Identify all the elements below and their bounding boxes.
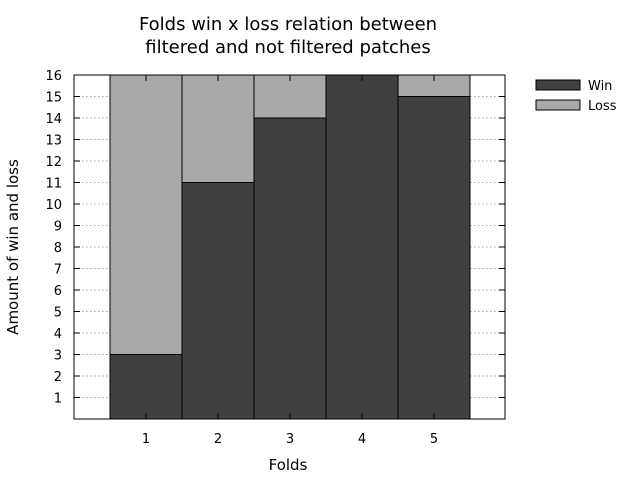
y-tick-label-13: 13 [45,134,62,149]
x-axis: 1 2 3 4 5 [142,75,438,447]
y-tick-label-8: 8 [54,241,62,256]
x-tick-label-4: 4 [358,432,366,447]
bar-win-fold-2 [181,182,255,420]
legend-swatch-win [535,79,581,91]
legend-swatch-loss [535,99,581,111]
bar-win-fold-4 [325,74,399,420]
y-tick-label-16: 16 [45,69,62,84]
legend: Win Loss [535,79,617,114]
y-tick-label-2: 2 [54,370,62,385]
y-tick-label-1: 1 [54,392,62,407]
y-tick-label-3: 3 [54,349,62,364]
y-tick-label-6: 6 [54,284,62,299]
x-tick-label-5: 5 [430,432,438,447]
bars [109,74,471,420]
y-tick-label-11: 11 [45,177,62,192]
y-tick-label-10: 10 [45,198,62,213]
y-tick-label-4: 4 [54,327,62,342]
legend-label-win: Win [588,79,612,94]
x-tick-label-1: 1 [142,432,150,447]
chart-title-line-2: filtered and not filtered patches [145,37,430,58]
bar-win-fold-1 [109,354,183,420]
y-tick-label-14: 14 [45,112,62,127]
bar-win-fold-5 [397,96,471,420]
x-tick-label-3: 3 [286,432,294,447]
bar-win-fold-3 [253,117,327,420]
x-tick-label-2: 2 [214,432,222,447]
y-tick-label-5: 5 [54,306,62,321]
bar-loss-fold-2 [181,74,255,183]
legend-label-loss: Loss [588,99,617,114]
bar-loss-fold-1 [109,74,183,355]
y-tick-label-15: 15 [45,91,62,106]
y-axis-label: Amount of win and loss [4,159,22,335]
x-axis-label: Folds [269,456,308,474]
y-tick-label-12: 12 [45,155,62,170]
bar-loss-fold-3 [253,74,327,119]
chart-title-line-1: Folds win x loss relation between [139,14,437,35]
y-tick-label-7: 7 [54,263,62,278]
y-tick-label-9: 9 [54,220,62,235]
